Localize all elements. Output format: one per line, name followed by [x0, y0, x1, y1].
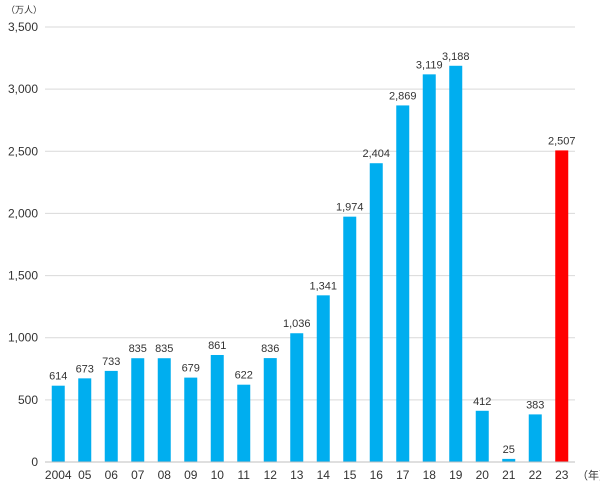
bar: [263, 358, 277, 462]
data-label: 1,036: [283, 318, 311, 330]
x-tick-label: 16: [370, 468, 384, 482]
x-tick-label: 20: [476, 468, 490, 482]
y-tick-label: 0: [31, 455, 38, 469]
y-axis-ticks: 0 500 1,000 1,500 2,000 2,500 3,000 3,500: [8, 20, 38, 469]
bar: [343, 216, 357, 462]
data-label: 412: [473, 396, 491, 408]
x-tick-label: 22: [529, 468, 543, 482]
data-label: 836: [261, 343, 279, 355]
y-tick-label: 500: [18, 393, 38, 407]
bar: [316, 295, 330, 462]
data-label: 2,507: [548, 135, 576, 147]
bar: [396, 105, 410, 462]
x-axis-ticks: 2004 05 06 07 08 09 10 11 12 13 14 15 16 17 18 19 20 21 22…: [45, 468, 569, 482]
bar: [131, 358, 145, 462]
bar: [51, 385, 65, 462]
x-tick-label: 15: [343, 468, 357, 482]
bar: [502, 458, 516, 462]
data-label: 614: [49, 371, 67, 383]
data-label: 673: [76, 363, 94, 375]
bar: [475, 410, 489, 462]
data-label: 3,188: [442, 51, 470, 63]
x-tick-label: 14: [317, 468, 331, 482]
x-tick-label: 08: [158, 468, 172, 482]
x-tick-label: 13: [290, 468, 304, 482]
bar: [78, 378, 92, 462]
x-tick-label: 2004: [45, 468, 72, 482]
x-tick-label: 11: [238, 468, 251, 482]
x-axis-unit-label: （年）: [577, 468, 600, 482]
data-label: 622: [235, 370, 253, 382]
data-label: 835: [155, 343, 173, 355]
y-tick-label: 3,500: [8, 20, 38, 34]
bar: [290, 333, 304, 462]
data-label: 1,341: [309, 280, 337, 292]
x-tick-label: 12: [264, 468, 278, 482]
bar: [184, 377, 198, 462]
bar: [104, 370, 118, 462]
x-tick-label: 18: [423, 468, 437, 482]
data-label: 2,404: [362, 148, 390, 160]
data-label: 2,869: [389, 90, 417, 102]
x-tick-label: 17: [396, 468, 410, 482]
y-tick-label: 2,000: [8, 206, 38, 220]
data-label: 733: [102, 356, 120, 368]
bar: [157, 358, 171, 462]
x-tick-label: 06: [105, 468, 119, 482]
bars: [51, 65, 569, 463]
x-tick-label: 21: [502, 468, 516, 482]
y-axis-unit-label: （万人）: [6, 5, 42, 15]
x-tick-label: 19: [449, 468, 463, 482]
bar: [210, 354, 224, 462]
y-tick-label: 3,000: [8, 82, 38, 96]
data-label: 3,119: [416, 59, 443, 71]
bar: [449, 65, 463, 462]
bar: [528, 414, 542, 462]
y-tick-label: 1,000: [8, 331, 38, 345]
bar: [555, 150, 569, 462]
data-label: 835: [129, 343, 147, 355]
bar: [422, 74, 436, 463]
y-tick-label: 2,500: [8, 144, 38, 158]
x-tick-label: 23: [555, 468, 569, 482]
x-tick-label: 10: [211, 468, 225, 482]
x-tick-label: 05: [78, 468, 92, 482]
data-label: 679: [182, 363, 200, 375]
x-tick-label: 07: [131, 468, 145, 482]
data-label: 1,974: [336, 202, 364, 214]
data-labels: 614 673 733 835 835 679 861 622 836 1,036 1,341 1,9…: [49, 51, 575, 456]
x-tick-label: 09: [184, 468, 198, 482]
bar: [237, 384, 251, 462]
data-label: 383: [526, 399, 544, 411]
data-label: 861: [208, 340, 226, 352]
gridlines: [45, 26, 575, 401]
bar: [369, 163, 383, 462]
y-tick-label: 1,500: [8, 269, 38, 283]
data-label: 25: [503, 444, 515, 456]
